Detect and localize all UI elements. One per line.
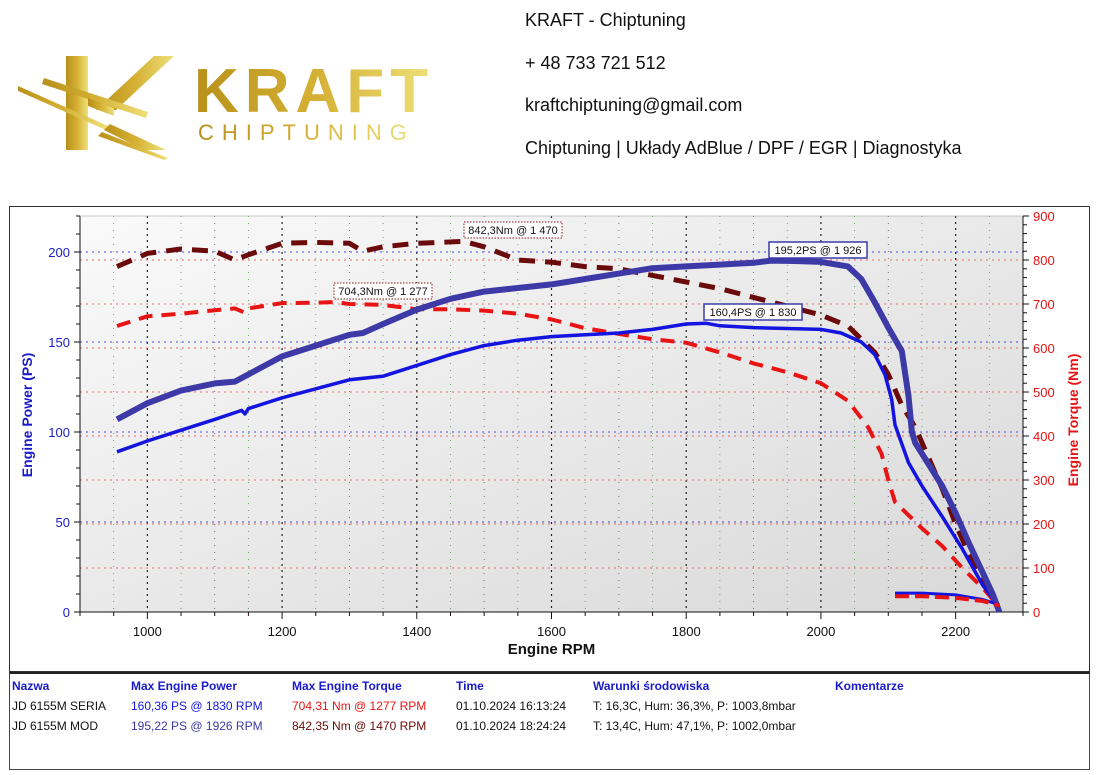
- contact-info: KRAFT - Chiptuning + 48 733 721 512 kraf…: [525, 8, 962, 178]
- header-conditions: Warunki środowiska: [593, 679, 710, 693]
- y-right-tick-label: 700: [1033, 297, 1055, 312]
- row-1-name: JD 6155M SERIA: [12, 699, 107, 713]
- annotation-box: [768, 241, 868, 259]
- y-right-tick-label: 0: [1033, 605, 1040, 620]
- header-max-power: Max Engine Power: [131, 679, 238, 693]
- header-name: Nazwa: [12, 679, 50, 693]
- results-table: Nazwa Max Engine Power Max Engine Torque…: [9, 672, 1090, 770]
- row-2-max-torque: 842,35 Nm @ 1470 RPM: [292, 719, 427, 733]
- y-right-tick-label: 900: [1033, 209, 1055, 224]
- row-1-max-torque: 704,31 Nm @ 1277 RPM: [292, 699, 427, 713]
- x-tick-label: 1400: [402, 624, 431, 639]
- annotation-label: 704,3Nm @ 1 277: [338, 286, 427, 298]
- company-name: KRAFT - Chiptuning: [525, 10, 686, 30]
- annotation-box: [333, 282, 433, 300]
- axes: 0501001502000100200300400500600700800900…: [48, 209, 1054, 639]
- annotation-power-peak: 160,4PS @ 1 830: [703, 303, 803, 321]
- series-rundown-torque: [895, 594, 1000, 608]
- series-line-jd-6155m-seria-torque: [116, 300, 998, 605]
- annotation-torque-peak: 704,3Nm @ 1 277: [333, 282, 433, 300]
- header-comments: Komentarze: [835, 679, 904, 693]
- y-right-tick-label: 200: [1033, 517, 1055, 532]
- phone-number: + 48 733 721 512: [525, 52, 666, 73]
- row-2-name: JD 6155M MOD: [12, 719, 99, 733]
- annotation-torque-peak: 842,3Nm @ 1 470: [463, 221, 563, 239]
- y-right-tick-label: 300: [1033, 473, 1055, 488]
- series-line-jd-6155m-mod-power: [115, 257, 1003, 614]
- series-line-jd-6155m-seria-power: [116, 321, 998, 605]
- series-group: [115, 238, 1003, 614]
- x-tick-label: 1800: [672, 624, 701, 639]
- y-left-tick-label: 0: [63, 605, 70, 620]
- grid-lines: [80, 216, 1023, 612]
- row-1-time: 01.10.2024 16:13:24: [456, 699, 567, 713]
- email-address: kraftchiptuning@gmail.com: [525, 95, 743, 115]
- y-right-tick-label: 600: [1033, 341, 1055, 356]
- annotation-power-peak: 195,2PS @ 1 926: [768, 241, 868, 259]
- k-emblem-icon: [16, 56, 174, 160]
- annotation-label: 160,4PS @ 1 830: [709, 307, 796, 319]
- x-axis-label: Engine RPM: [508, 641, 596, 658]
- row-2-conditions: T: 13,4C, Hum: 47,1%, P: 1002,0mbar: [593, 719, 796, 733]
- annotations: 842,3Nm @ 1 470 704,3Nm @ 1 277 195,2PS @ …: [333, 221, 868, 321]
- header-time: Time: [456, 679, 484, 693]
- services-list: Chiptuning | Układy AdBlue / DPF / EGR |…: [525, 137, 962, 158]
- y-axis-right-label: Engine Torque (Nm): [1065, 354, 1081, 487]
- dyno-chart-frame: 0 50 100 150 200 0 100 200 300 400 500 600 700 800 900…: [9, 206, 1090, 672]
- row-2-time: 01.10.2024 18:24:24: [456, 719, 567, 733]
- y-right-tick-label: 800: [1033, 253, 1055, 268]
- x-tick-label: 1000: [133, 624, 162, 639]
- dyno-chart: 0501001502000100200300400500600700800900…: [19, 209, 1081, 658]
- annotation-box: [703, 303, 803, 321]
- y-axis-left-label: Engine Power (PS): [19, 353, 35, 477]
- annotation-label: 842,3Nm @ 1 470: [468, 225, 557, 237]
- y-right-tick-label: 100: [1033, 561, 1055, 576]
- row-1-conditions: T: 16,3C, Hum: 36,3%, P: 1003,8mbar: [593, 699, 796, 713]
- annotation-box: [463, 221, 563, 239]
- y-right-tick-label: 500: [1033, 385, 1055, 400]
- logo-subtext: CHIPTUNING: [198, 120, 415, 145]
- logo-graphic: KRAFT CHIPTUNING: [16, 56, 434, 160]
- x-tick-label: 2200: [941, 624, 970, 639]
- row-1-max-power: 160,36 PS @ 1830 RPM: [131, 699, 263, 713]
- logo-text: KRAFT: [194, 57, 434, 126]
- x-tick-label: 1200: [268, 624, 297, 639]
- header-max-torque: Max Engine Torque: [292, 679, 402, 693]
- annotation-label: 195,2PS @ 1 926: [774, 245, 861, 257]
- row-2-max-power: 195,22 PS @ 1926 RPM: [131, 719, 263, 733]
- kraft-logo: KRAFT CHIPTUNING: [16, 40, 498, 160]
- y-left-tick-label: 150: [48, 335, 70, 350]
- y-right-tick-label: 400: [1033, 429, 1055, 444]
- y-left-tick-label: 50: [56, 515, 70, 530]
- y-left-tick-label: 100: [48, 425, 70, 440]
- x-tick-label: 2000: [806, 624, 835, 639]
- x-tick-label: 1600: [537, 624, 566, 639]
- y-left-tick-label: 200: [48, 245, 70, 260]
